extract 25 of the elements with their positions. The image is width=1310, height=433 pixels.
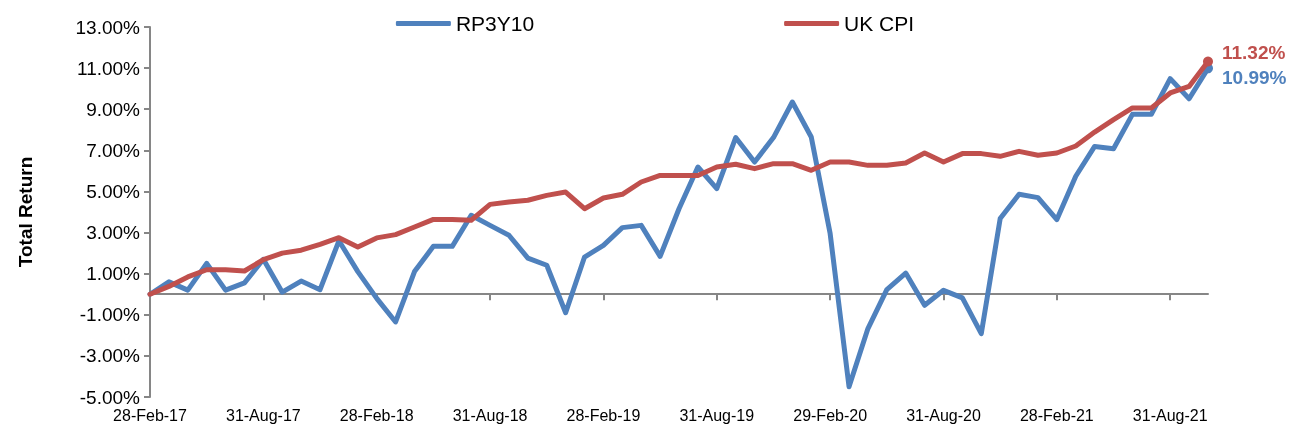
y-axis-title: Total Return [15, 156, 36, 268]
x-tick-label: 28-Feb-18 [339, 406, 414, 424]
y-tick-label: 3.00% [86, 222, 141, 244]
y-tick-label: 1.00% [86, 263, 141, 285]
legend-label: RP3Y10 [455, 12, 535, 35]
x-tick-label: 31-Aug-21 [1132, 406, 1208, 424]
data-label: 11.32% [1222, 42, 1286, 64]
y-tick-label: -5.00% [79, 386, 141, 408]
y-tick-label: -3.00% [79, 345, 141, 367]
y-tick-label: 7.00% [86, 139, 141, 161]
x-tick-label: 28-Feb-19 [566, 406, 641, 424]
y-tick-label: -1.00% [79, 304, 141, 326]
x-tick-label: 28-Feb-17 [113, 406, 188, 424]
y-tick-label: 13.00% [75, 16, 141, 38]
y-tick-label: 5.00% [86, 180, 141, 202]
data-label: 10.99% [1222, 66, 1287, 88]
x-tick-label: 29-Feb-20 [793, 406, 868, 424]
x-tick-label: 28-Feb-21 [1019, 406, 1094, 424]
x-tick-label: 31-Aug-19 [679, 406, 755, 424]
legend-label: UK CPI [844, 12, 915, 35]
x-tick-label: 31-Aug-18 [452, 406, 528, 424]
x-tick-label: 31-Aug-20 [906, 406, 981, 424]
x-tick-label: 31-Aug-17 [226, 406, 301, 424]
y-tick-label: 11.00% [76, 57, 141, 79]
y-tick-label: 9.00% [86, 98, 141, 120]
